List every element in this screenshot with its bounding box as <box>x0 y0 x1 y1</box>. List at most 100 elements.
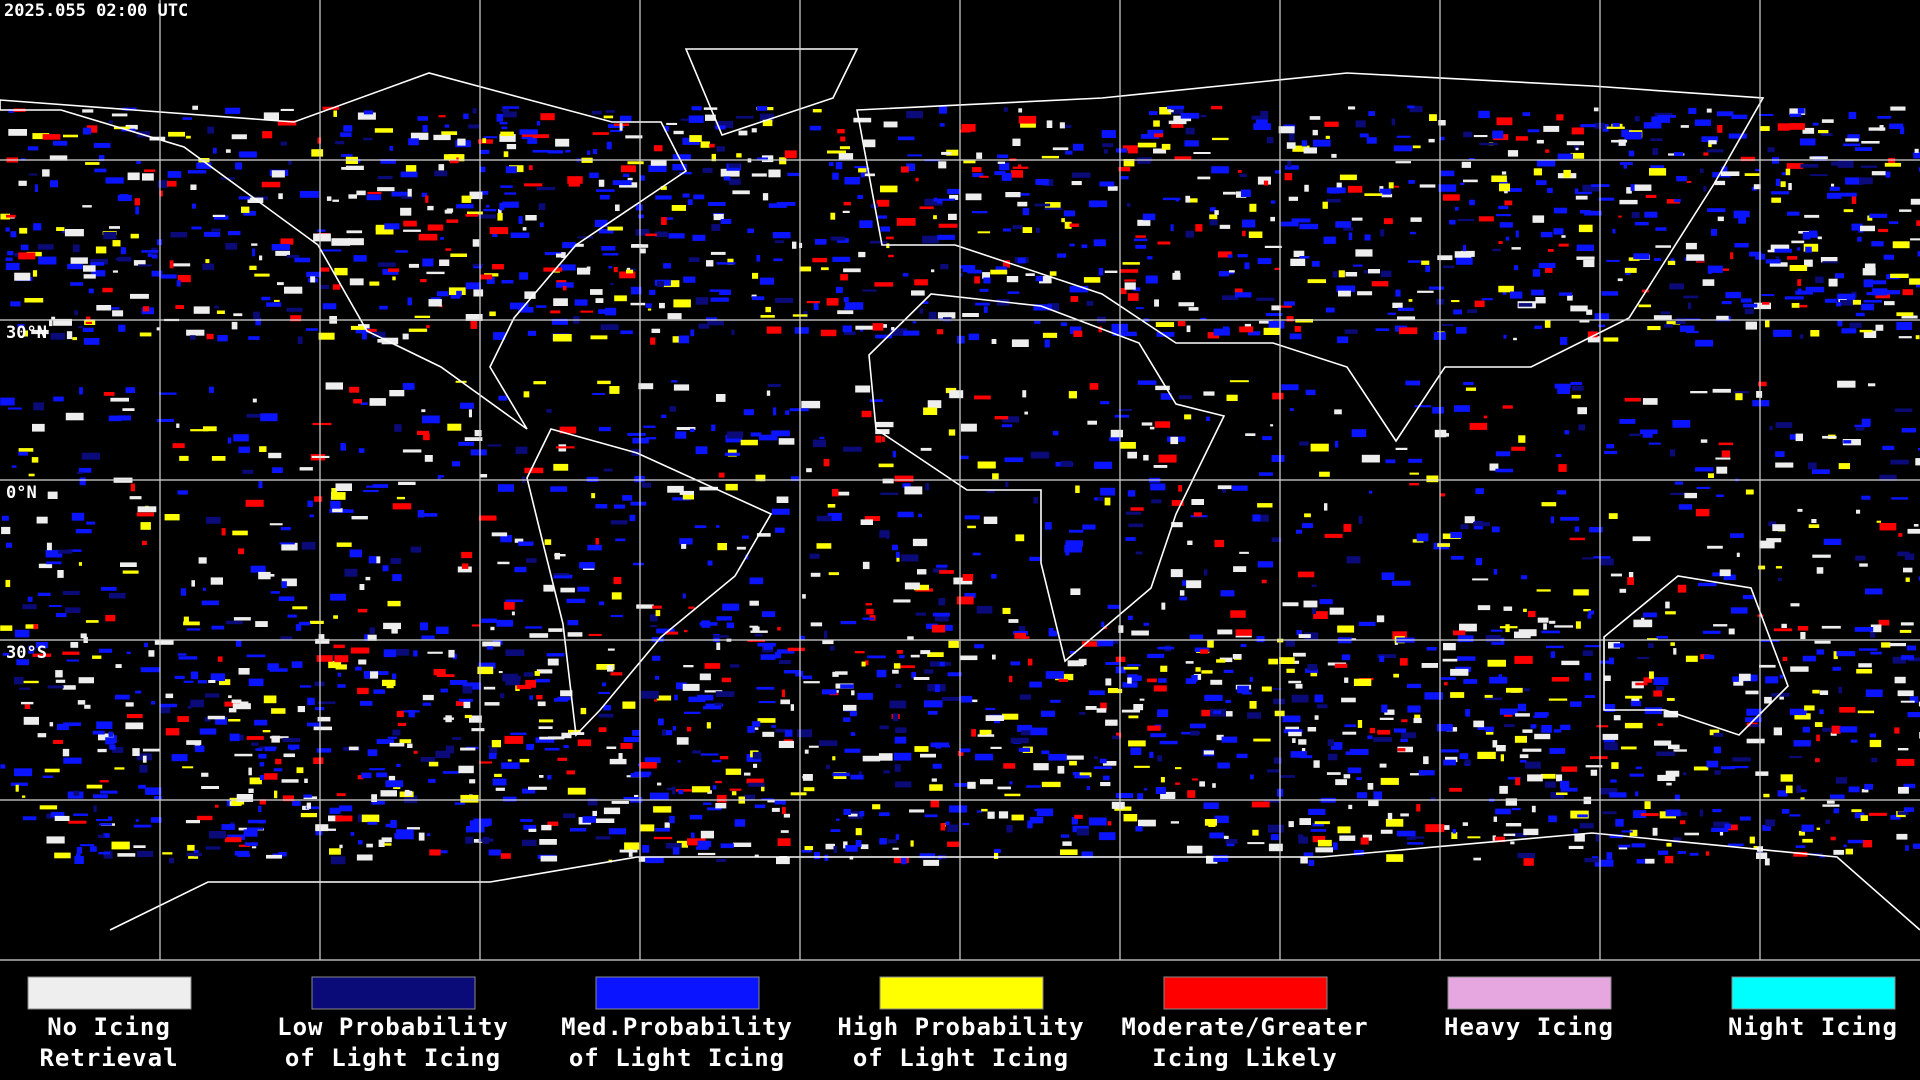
icing-pixel <box>264 773 278 780</box>
icing-pixel <box>357 687 369 695</box>
icing-pixel <box>402 449 422 453</box>
icing-pixel <box>1534 712 1549 717</box>
icing-pixel <box>561 732 572 739</box>
icing-pixel <box>401 195 412 199</box>
icing-pixel <box>466 826 485 833</box>
icing-pixel <box>655 610 661 617</box>
icing-pixel <box>172 263 191 267</box>
icing-pixel <box>171 754 188 762</box>
icing-pixel <box>350 647 370 654</box>
icing-pixel <box>118 324 126 332</box>
icing-pixel <box>1551 677 1570 682</box>
icing-pixel <box>1299 441 1309 446</box>
icing-pixel <box>1010 661 1021 666</box>
icing-pixel <box>396 763 401 767</box>
icing-pixel <box>1002 416 1020 423</box>
icing-pixel <box>1511 247 1521 250</box>
icing-pixel <box>539 775 544 778</box>
icing-pixel <box>1292 145 1310 152</box>
icing-pixel <box>1344 329 1358 334</box>
icing-pixel <box>0 397 15 406</box>
icing-pixel <box>224 837 242 843</box>
icing-pixel <box>1499 222 1513 228</box>
icing-pixel <box>676 737 689 745</box>
icing-pixel <box>1408 458 1423 463</box>
icing-pixel <box>45 549 63 558</box>
icing-pixel <box>777 626 781 631</box>
icing-pixel <box>1847 839 1864 844</box>
icing-pixel <box>1127 293 1139 301</box>
icing-pixel <box>534 671 540 676</box>
icing-pixel <box>344 568 358 577</box>
icing-pixel <box>93 142 111 148</box>
icing-pixel <box>1651 116 1671 123</box>
icing-pixel <box>1234 288 1243 295</box>
icing-pixel <box>1065 150 1073 155</box>
icing-pixel <box>1042 332 1058 338</box>
icing-pixel <box>427 833 431 836</box>
icing-pixel <box>196 162 212 169</box>
icing-pixel <box>1634 184 1652 191</box>
icing-pixel <box>194 745 205 753</box>
icing-pixel <box>205 693 220 698</box>
icing-pixel <box>0 764 6 769</box>
icing-pixel <box>1018 626 1026 634</box>
icing-pixel <box>920 447 932 451</box>
icing-pixel <box>754 854 759 857</box>
icing-pixel <box>1888 157 1896 164</box>
icing-pixel <box>215 804 219 808</box>
icing-pixel <box>1034 203 1051 207</box>
icing-pixel <box>1046 304 1052 311</box>
icing-pixel <box>913 584 929 591</box>
icing-pixel <box>938 198 955 201</box>
icing-pixel <box>488 849 501 856</box>
icing-pixel <box>1735 392 1743 401</box>
icing-pixel <box>341 154 353 157</box>
icing-pixel <box>240 701 249 705</box>
icing-pixel <box>875 334 893 339</box>
icing-pixel <box>231 800 242 806</box>
icing-pixel <box>1172 272 1181 280</box>
icing-pixel <box>249 265 257 270</box>
icing-pixel <box>653 806 672 813</box>
icing-pixel <box>306 802 311 809</box>
icing-pixel <box>1802 231 1811 240</box>
icing-pixel <box>1334 409 1342 415</box>
icing-pixel <box>444 209 452 214</box>
icing-pixel <box>366 485 384 488</box>
icing-pixel <box>928 311 937 320</box>
icing-pixel <box>1888 221 1899 225</box>
icing-pixel <box>1665 809 1681 817</box>
icing-pixel <box>283 753 295 758</box>
icing-pixel <box>619 271 636 279</box>
icing-pixel <box>1100 401 1110 405</box>
icing-pixel <box>699 486 718 491</box>
icing-pixel <box>74 310 78 316</box>
icing-pixel <box>595 298 604 303</box>
icing-pixel <box>959 129 971 133</box>
icing-pixel <box>1650 138 1663 141</box>
icing-pixel <box>801 400 821 409</box>
icing-pixel <box>259 255 263 261</box>
icing-pixel <box>1594 859 1614 867</box>
icing-pixel <box>73 790 80 796</box>
icing-pixel <box>1076 828 1089 836</box>
icing-pixel <box>1085 706 1097 710</box>
icing-pixel <box>1815 758 1820 763</box>
icing-pixel <box>782 807 786 814</box>
icing-pixel <box>519 758 530 763</box>
icing-pixel <box>246 654 266 658</box>
icing-pixel <box>259 762 265 767</box>
icing-pixel <box>392 574 402 582</box>
icing-pixel <box>1700 439 1708 443</box>
icing-pixel <box>187 844 195 851</box>
icing-pixel <box>1743 595 1754 600</box>
icing-pixel <box>254 719 268 726</box>
icing-pixel <box>1553 207 1568 214</box>
icing-pixel <box>387 600 401 607</box>
icing-pixel <box>1149 426 1155 430</box>
icing-pixel <box>50 811 65 817</box>
icing-pixel <box>1771 693 1790 697</box>
icing-pixel <box>1505 236 1510 241</box>
icing-pixel <box>1344 724 1357 728</box>
